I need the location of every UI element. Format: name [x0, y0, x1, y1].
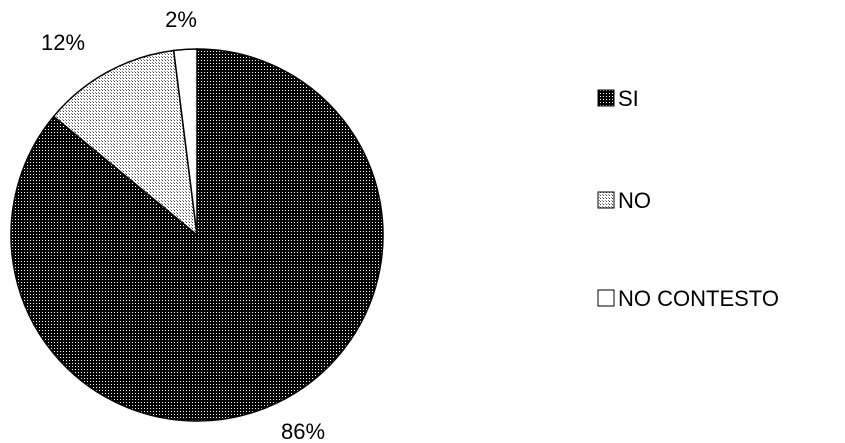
legend-label-no-contesto: NO CONTESTO: [618, 286, 779, 311]
legend-swatch-no: [597, 191, 615, 209]
legend-swatch-si: [597, 89, 615, 107]
slice-no-contesto: [172, 48, 198, 236]
data-label-si: 86%: [281, 419, 325, 443]
pie-slices: [10, 48, 384, 422]
slice-no: [52, 49, 198, 237]
legend-label-si: SI: [618, 86, 639, 111]
legend-swatch-no-contesto: [597, 289, 615, 307]
data-label-no-contesto: 2%: [165, 7, 197, 32]
pie-data-labels: 86% 12% 2%: [41, 7, 325, 443]
legend-label-no: NO: [618, 188, 651, 213]
data-label-no: 12%: [41, 30, 85, 55]
legend: SI NO NO CONTESTO: [597, 86, 779, 311]
